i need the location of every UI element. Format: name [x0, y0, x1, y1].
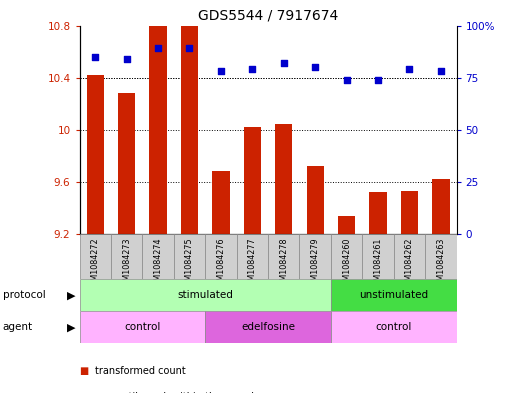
Text: ■: ■ [80, 366, 89, 376]
Point [374, 77, 382, 83]
Bar [111, 234, 143, 279]
Bar [425, 234, 457, 279]
Text: GSM1084275: GSM1084275 [185, 237, 194, 291]
Bar [236, 234, 268, 279]
Text: unstimulated: unstimulated [359, 290, 428, 300]
Text: protocol: protocol [3, 290, 45, 300]
Bar [244, 127, 261, 234]
Text: GSM1084263: GSM1084263 [437, 237, 445, 291]
Point [311, 64, 319, 70]
Text: GSM1084262: GSM1084262 [405, 237, 414, 291]
Bar [338, 216, 355, 234]
Point [437, 68, 445, 75]
Bar [174, 234, 205, 279]
Bar [149, 26, 167, 234]
Text: agent: agent [3, 322, 33, 332]
Text: control: control [376, 322, 412, 332]
Text: control: control [124, 322, 161, 332]
Text: GSM1084272: GSM1084272 [91, 237, 100, 291]
Text: transformed count: transformed count [95, 366, 186, 376]
Point [217, 68, 225, 75]
Bar [432, 179, 449, 234]
Text: percentile rank within the sample: percentile rank within the sample [95, 391, 260, 393]
Bar [143, 234, 174, 279]
Text: ■: ■ [80, 391, 89, 393]
Text: GSM1084277: GSM1084277 [248, 237, 257, 291]
Bar [307, 166, 324, 234]
Text: ▶: ▶ [67, 322, 75, 332]
Point [91, 53, 100, 60]
Point [248, 66, 256, 72]
Bar [87, 75, 104, 234]
Bar [80, 311, 205, 343]
Text: stimulated: stimulated [177, 290, 233, 300]
Text: GSM1084273: GSM1084273 [122, 237, 131, 291]
Bar [401, 191, 418, 234]
Bar [369, 192, 387, 234]
Point [280, 60, 288, 66]
Text: GSM1084260: GSM1084260 [342, 237, 351, 291]
Bar [362, 234, 393, 279]
Text: edelfosine: edelfosine [241, 322, 295, 332]
Bar [300, 234, 331, 279]
Text: GSM1084261: GSM1084261 [373, 237, 383, 291]
Point [405, 66, 413, 72]
Text: GSM1084279: GSM1084279 [311, 237, 320, 291]
Bar [393, 234, 425, 279]
Bar [80, 234, 111, 279]
Point [343, 77, 351, 83]
Text: ▶: ▶ [67, 290, 75, 300]
Text: GSM1084274: GSM1084274 [153, 237, 163, 291]
Bar [80, 279, 331, 311]
Bar [205, 311, 331, 343]
Point [185, 45, 193, 51]
Bar [181, 26, 198, 234]
Bar [205, 234, 236, 279]
Point [154, 45, 162, 51]
Text: GSM1084278: GSM1084278 [279, 237, 288, 291]
Bar [331, 311, 457, 343]
Bar [275, 125, 292, 234]
Text: GSM1084276: GSM1084276 [216, 237, 225, 291]
Bar [212, 171, 229, 234]
Point [123, 56, 131, 62]
Bar [331, 234, 362, 279]
Bar [331, 279, 457, 311]
Bar [118, 93, 135, 234]
Bar [268, 234, 300, 279]
Title: GDS5544 / 7917674: GDS5544 / 7917674 [198, 9, 338, 23]
